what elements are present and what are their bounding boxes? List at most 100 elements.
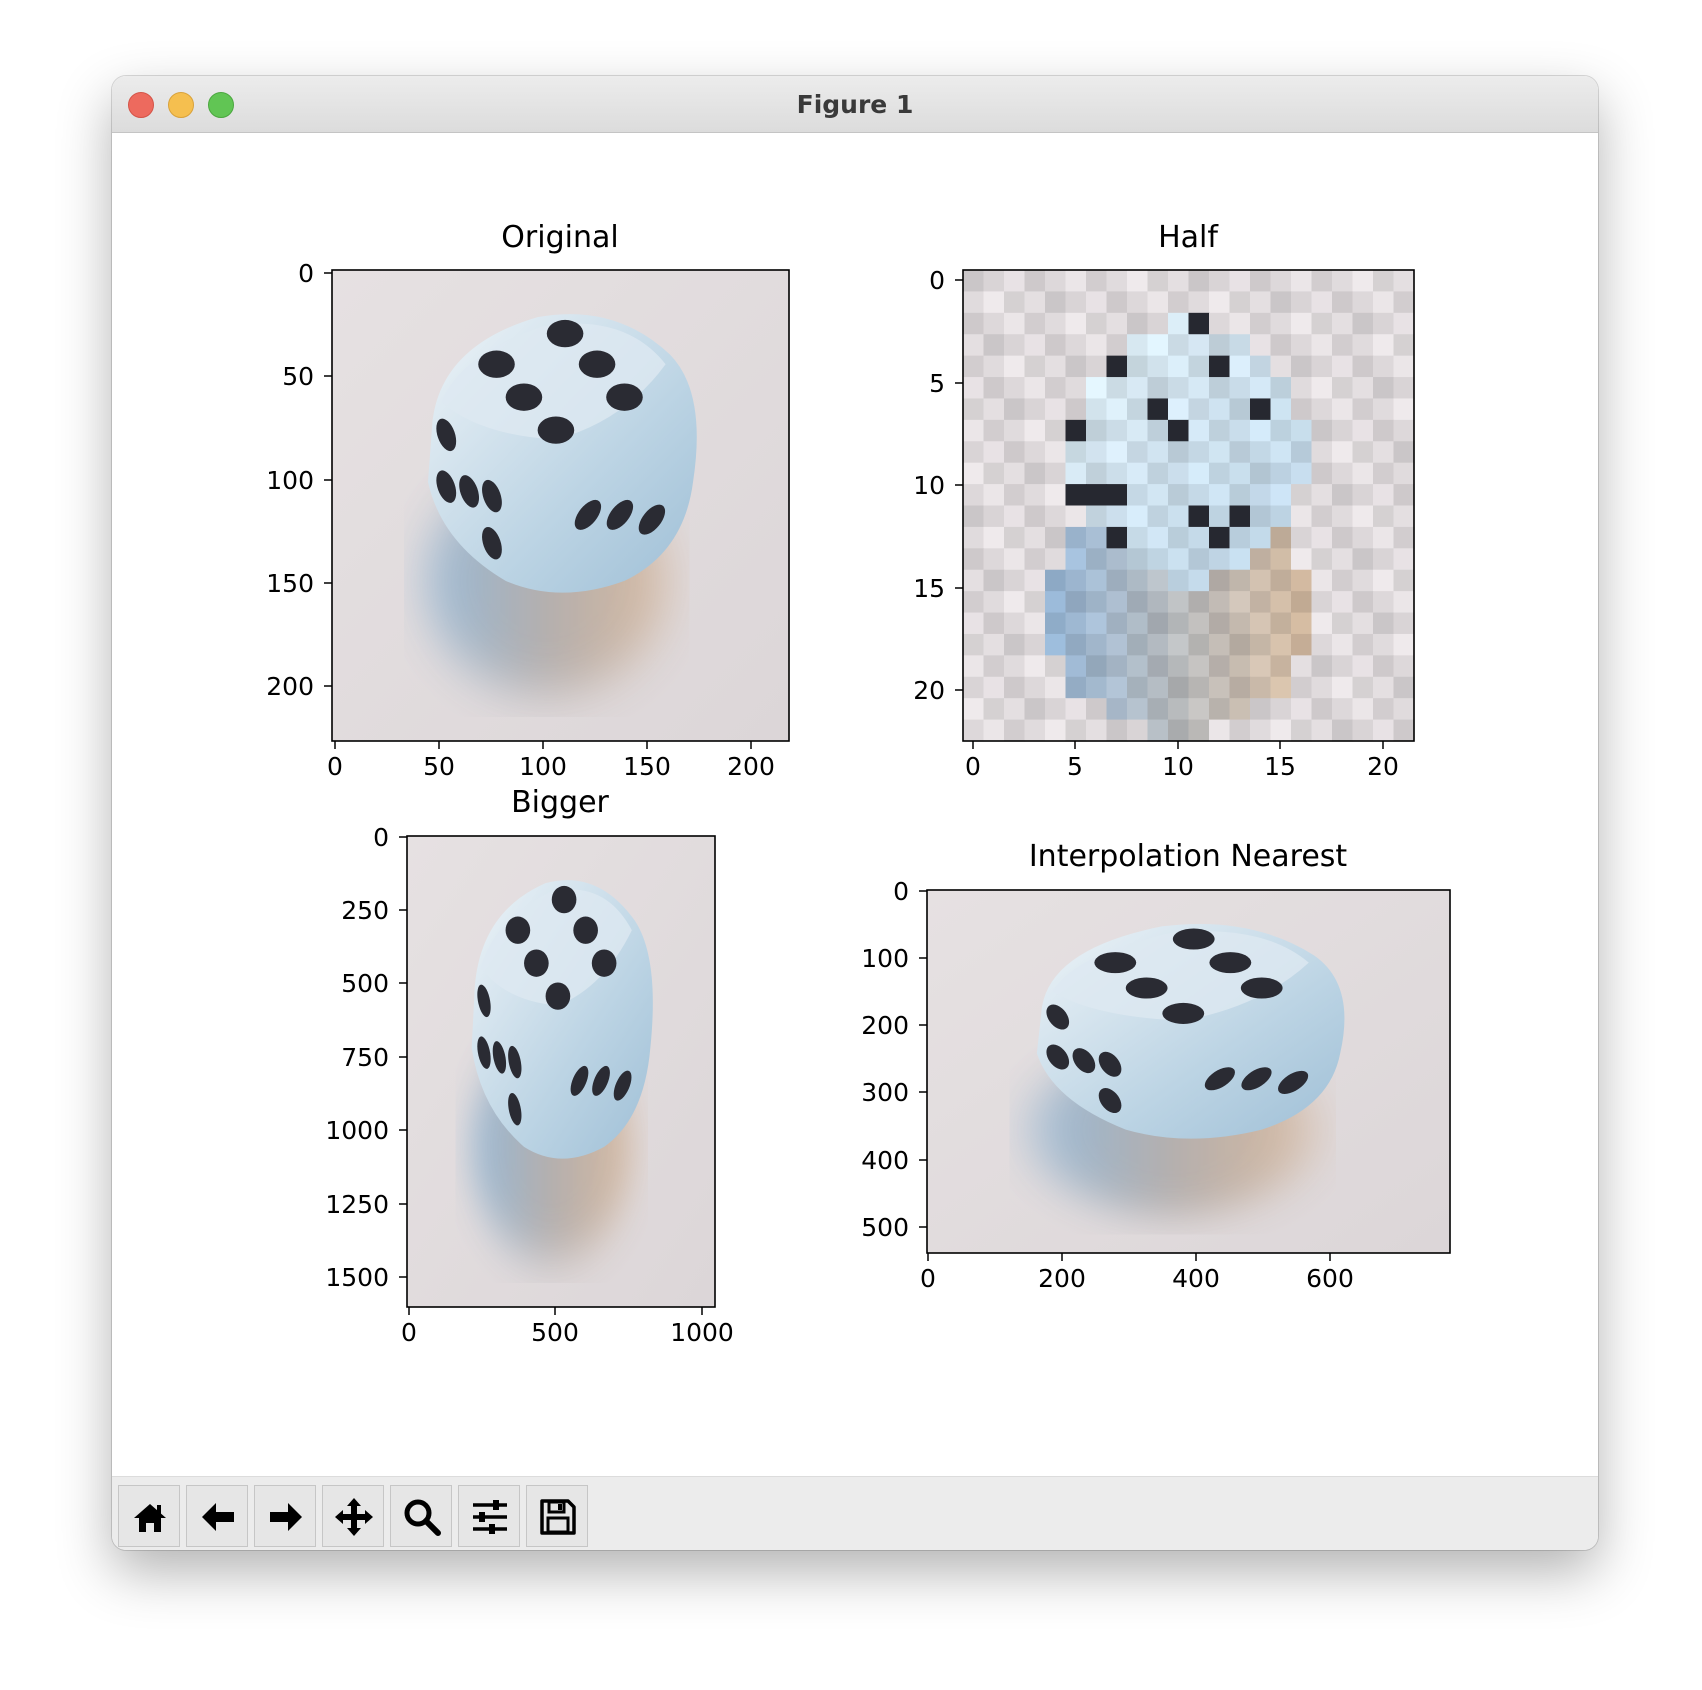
pixel-cell (1045, 377, 1067, 400)
pixel-cell (1127, 441, 1149, 464)
pixel-cell (1311, 505, 1333, 528)
pixel-cell (1147, 676, 1169, 699)
subplot-half[interactable]: Half 0 5 10 15 20 (913, 220, 1415, 781)
pixel-cell (1250, 548, 1272, 571)
pixel-cell (1147, 612, 1169, 635)
pixel-cell (1311, 334, 1333, 357)
pixel-cell (1229, 612, 1251, 635)
x-tick-label: 1000 (670, 1318, 734, 1347)
pixel-cell (1168, 676, 1190, 699)
pixel-cell (1147, 355, 1169, 378)
pixel-cell (1045, 291, 1067, 314)
pixel-cell (1250, 505, 1272, 528)
back-button[interactable] (186, 1485, 248, 1547)
pixel-cell (1065, 612, 1087, 635)
pixel-cell (1373, 612, 1395, 635)
x-tick-label: 5 (1067, 752, 1083, 781)
pixel-cell (1373, 419, 1395, 442)
pixel-cell (963, 355, 985, 378)
pixel-cell (1209, 612, 1231, 635)
pixel-cell (1024, 676, 1046, 699)
pixel-cell (1004, 419, 1026, 442)
minimize-window-button[interactable] (168, 92, 194, 118)
home-button[interactable] (118, 1485, 180, 1547)
pixel-cell (1024, 441, 1046, 464)
pixel-cell (1004, 270, 1026, 293)
axes-frame (926, 889, 1451, 1254)
pixel-cell (1045, 270, 1067, 293)
pixel-cell (1311, 633, 1333, 656)
pixel-cell (1373, 377, 1395, 400)
pixel-cell (1004, 633, 1026, 656)
pixel-cell (1393, 526, 1415, 549)
pixel-cell (1127, 334, 1149, 357)
pixel-cell (1250, 419, 1272, 442)
pixel-cell (1229, 398, 1251, 421)
pixel-cell (983, 419, 1005, 442)
pixel-cell (1311, 462, 1333, 485)
y-tick-label: 200 (266, 672, 314, 701)
y-ticks (399, 836, 407, 1278)
pixel-cell (1168, 441, 1190, 464)
pan-button[interactable] (322, 1485, 384, 1547)
y-tick-label: 500 (341, 969, 389, 998)
pixel-cell (1065, 719, 1087, 742)
pixel-cell (1045, 334, 1067, 357)
pixel-cell (1373, 291, 1395, 314)
pixel-cell (1229, 526, 1251, 549)
pixel-cell (1332, 655, 1354, 678)
pixel-cell (1229, 377, 1251, 400)
x-tick-label: 400 (1172, 1264, 1220, 1293)
x-tick-label: 200 (1038, 1264, 1086, 1293)
pixel-cell (963, 655, 985, 678)
x-tick-label: 0 (401, 1318, 417, 1347)
pixel-cell (963, 548, 985, 571)
subplot-original[interactable]: Original 0 50 100 150 200 (266, 220, 790, 781)
y-ticks (955, 279, 963, 691)
pixel-cell (1004, 377, 1026, 400)
configure-subplots-button[interactable] (458, 1485, 520, 1547)
x-tick-label: 100 (519, 752, 567, 781)
pixel-cell (1373, 569, 1395, 592)
pixel-cell (1209, 441, 1231, 464)
zoom-button[interactable] (390, 1485, 452, 1547)
pixel-cell (1024, 505, 1046, 528)
pixel-cell (1147, 633, 1169, 656)
y-tick-label: 0 (373, 823, 389, 852)
x-tick-label: 0 (920, 1264, 936, 1293)
forward-button[interactable] (254, 1485, 316, 1547)
figure-svg[interactable]: Original 0 50 100 150 200 (112, 133, 1598, 1483)
pixel-cell (983, 676, 1005, 699)
pixel-cell (1352, 591, 1374, 614)
subplot-bigger[interactable]: Bigger 0 500 1000 0 (325, 785, 733, 1347)
pixel-cell (1004, 334, 1026, 357)
save-button[interactable] (526, 1485, 588, 1547)
pixel-cell (1270, 419, 1292, 442)
pixel-cell (1332, 719, 1354, 742)
pixel-cell (1291, 612, 1313, 635)
pixel-cell (963, 591, 985, 614)
pixel-cell (1270, 633, 1292, 656)
pixel-cell (1188, 676, 1210, 699)
pixel-cell (1291, 719, 1313, 742)
pixel-cell (1004, 312, 1026, 335)
pixel-cell (1373, 526, 1395, 549)
figure-canvas[interactable]: Original 0 50 100 150 200 (112, 133, 1598, 1483)
pixel-cell (1291, 505, 1313, 528)
pixel-cell (1311, 484, 1333, 507)
pixel-cell (1393, 548, 1415, 571)
subplot-interpolation-nearest[interactable]: Interpolation Nearest 0 200 400 600 (861, 839, 1451, 1293)
pixel-cell (1147, 591, 1169, 614)
pixel-cell (1393, 591, 1415, 614)
pixel-cell (1291, 676, 1313, 699)
zoom-window-button[interactable] (208, 92, 234, 118)
pixel-cell (1291, 355, 1313, 378)
pixel-cell (1291, 270, 1313, 293)
close-window-button[interactable] (128, 92, 154, 118)
pixel-cell (963, 569, 985, 592)
pixel-cell (1352, 505, 1374, 528)
pixel-cell (1147, 419, 1169, 442)
pixel-cell (1168, 612, 1190, 635)
pixel-cell (1024, 270, 1046, 293)
pixel-cell (1086, 291, 1108, 314)
